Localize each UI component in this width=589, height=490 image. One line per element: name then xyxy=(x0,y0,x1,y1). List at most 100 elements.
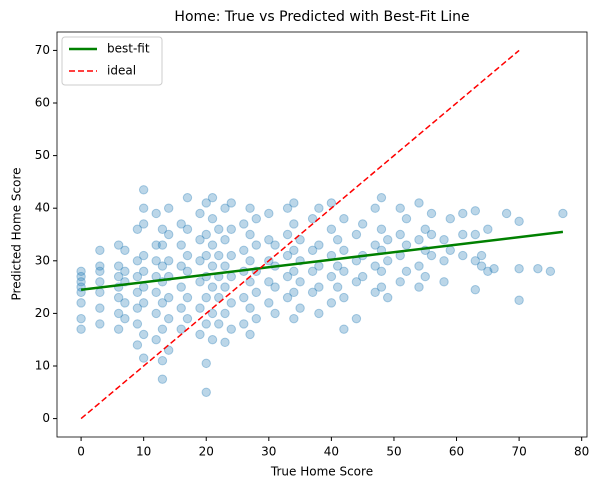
point xyxy=(157,261,168,271)
point xyxy=(351,229,362,240)
point xyxy=(201,358,211,369)
point xyxy=(163,203,174,213)
point xyxy=(151,240,161,250)
point xyxy=(251,287,261,298)
point xyxy=(470,229,481,240)
point xyxy=(138,329,149,340)
point xyxy=(207,334,218,345)
point xyxy=(176,282,186,292)
point xyxy=(514,295,524,305)
point xyxy=(483,224,493,234)
point xyxy=(395,229,405,240)
point xyxy=(113,261,124,271)
point xyxy=(201,387,211,397)
point xyxy=(214,250,224,261)
point xyxy=(195,256,205,266)
point xyxy=(414,282,424,292)
x-tick-label: 50 xyxy=(386,445,401,459)
point xyxy=(245,256,255,266)
point xyxy=(214,224,224,234)
point xyxy=(95,261,105,271)
point xyxy=(339,214,349,224)
plot-frame xyxy=(56,31,588,438)
point xyxy=(176,219,186,229)
point xyxy=(458,250,468,261)
point xyxy=(201,292,211,303)
point xyxy=(270,282,280,292)
point xyxy=(76,324,86,334)
point xyxy=(545,266,556,277)
point xyxy=(470,256,481,266)
point xyxy=(470,285,481,295)
point xyxy=(207,308,218,319)
point xyxy=(332,261,343,271)
point xyxy=(138,353,149,363)
point xyxy=(220,235,230,245)
x-tick-label: 40 xyxy=(324,445,339,459)
point xyxy=(414,235,424,245)
y-tick-label: 0 xyxy=(42,411,50,425)
point xyxy=(282,229,293,240)
point xyxy=(182,192,193,203)
point xyxy=(439,235,449,245)
point xyxy=(201,250,211,261)
point xyxy=(383,256,393,266)
point xyxy=(157,298,168,308)
point xyxy=(314,261,324,271)
point xyxy=(426,229,437,240)
point xyxy=(195,208,205,219)
point xyxy=(245,303,255,313)
point xyxy=(220,282,230,292)
point xyxy=(207,240,218,250)
point xyxy=(132,303,143,313)
point xyxy=(314,308,324,319)
point xyxy=(326,298,337,308)
point xyxy=(239,319,249,329)
point xyxy=(370,261,380,271)
point xyxy=(132,340,143,350)
point xyxy=(113,324,124,334)
y-tick-label: 30 xyxy=(35,253,50,267)
point xyxy=(401,240,412,250)
point xyxy=(163,292,174,303)
point xyxy=(226,198,236,208)
point xyxy=(157,374,168,384)
point xyxy=(307,266,318,277)
point xyxy=(445,214,455,224)
point xyxy=(195,277,205,287)
point xyxy=(339,245,349,255)
point xyxy=(176,261,186,271)
point xyxy=(376,192,387,203)
point xyxy=(95,319,105,329)
point xyxy=(251,214,261,224)
point xyxy=(176,240,186,250)
point xyxy=(245,277,255,287)
point xyxy=(339,266,349,277)
point xyxy=(76,266,86,277)
point xyxy=(226,324,236,334)
point xyxy=(420,224,430,234)
point xyxy=(95,287,105,298)
point xyxy=(138,219,149,229)
point xyxy=(270,308,280,319)
point xyxy=(214,319,224,329)
point xyxy=(76,271,86,282)
point xyxy=(395,203,405,213)
point xyxy=(314,203,324,213)
point xyxy=(95,245,105,255)
point xyxy=(138,203,149,213)
point xyxy=(151,308,161,319)
point xyxy=(201,229,211,240)
point xyxy=(151,256,161,266)
point xyxy=(351,277,362,287)
point xyxy=(138,250,149,261)
point xyxy=(157,324,168,334)
point xyxy=(376,224,387,234)
y-tick-label: 10 xyxy=(35,358,50,372)
point xyxy=(458,229,468,240)
point xyxy=(533,263,543,274)
point xyxy=(289,287,299,298)
point xyxy=(239,219,249,229)
x-tick-label: 60 xyxy=(449,445,464,459)
point xyxy=(445,245,455,255)
